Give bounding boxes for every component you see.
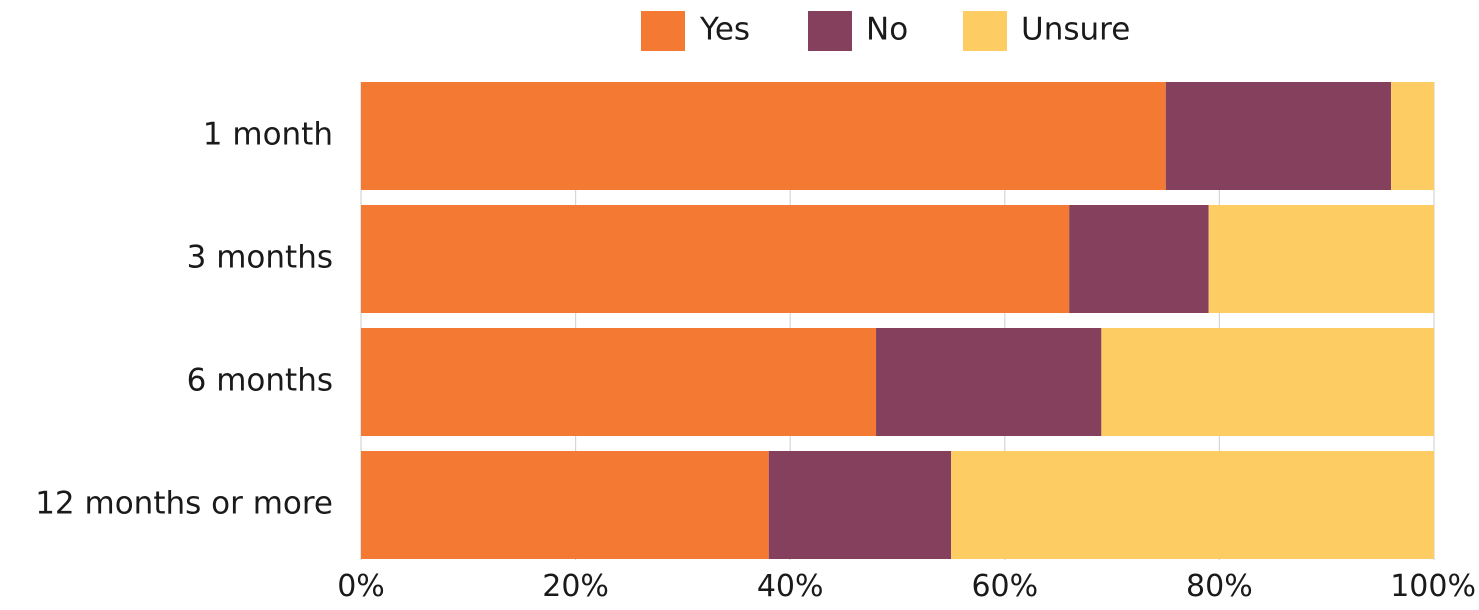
chart-legend: Yes No Unsure xyxy=(641,11,1130,51)
bar-segment-yes xyxy=(361,451,769,559)
bar-segment-unsure xyxy=(951,451,1434,559)
bar-group xyxy=(361,82,1434,559)
x-axis-tick-labels: 0% 20% 40% 60% 80% 100% xyxy=(337,569,1476,604)
x-tick-label: 100% xyxy=(1390,569,1476,604)
bar-segment-yes xyxy=(361,328,877,436)
bar-segment-no xyxy=(876,328,1102,436)
bar-segment-unsure xyxy=(1391,82,1434,190)
bar-segment-no xyxy=(768,451,952,559)
x-tick-label: 20% xyxy=(542,569,609,604)
category-label: 1 month xyxy=(203,117,333,153)
legend-swatch-yes xyxy=(641,11,685,51)
legend-label: Yes xyxy=(699,12,750,48)
category-label: 3 months xyxy=(187,240,333,276)
x-tick-label: 40% xyxy=(757,569,824,604)
category-label: 12 months or more xyxy=(35,486,333,522)
bar-segment-no xyxy=(1165,82,1392,190)
bar-segment-unsure xyxy=(1208,205,1434,313)
x-tick-label: 60% xyxy=(971,569,1038,604)
bar-segment-yes xyxy=(361,205,1070,313)
legend-label: No xyxy=(866,12,908,48)
bar-segment-unsure xyxy=(1101,328,1434,436)
legend-label: Unsure xyxy=(1021,12,1130,48)
bar-segment-yes xyxy=(361,82,1166,190)
x-tick-label: 0% xyxy=(337,569,385,604)
x-tick-label: 80% xyxy=(1186,569,1253,604)
category-label: 6 months xyxy=(187,363,333,399)
legend-swatch-no xyxy=(808,11,852,51)
legend-swatch-unsure xyxy=(963,11,1007,51)
category-labels: 1 month 3 months 6 months 12 months or more xyxy=(35,117,333,522)
bar-segment-no xyxy=(1069,205,1209,313)
